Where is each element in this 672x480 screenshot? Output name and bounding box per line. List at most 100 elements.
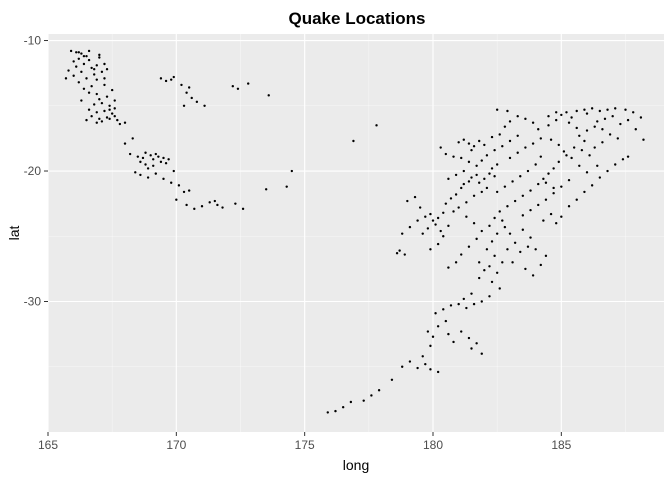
quake-point (529, 189, 532, 192)
quake-point (185, 203, 188, 207)
quake-point (572, 146, 576, 149)
quake-point (498, 287, 501, 290)
quake-point (213, 199, 217, 203)
quake-point (493, 254, 496, 258)
quake-point (418, 206, 422, 209)
quake-point (452, 340, 455, 344)
quake-point (395, 252, 399, 255)
quake-point (431, 335, 435, 338)
quake-point (180, 83, 183, 87)
quake-point (375, 124, 378, 127)
quake-point (457, 206, 460, 209)
quake-point (80, 52, 83, 55)
quake-point (621, 158, 625, 161)
quake-point (108, 108, 111, 111)
quake-point (526, 169, 530, 173)
quake-point (95, 111, 98, 114)
quake-point (403, 253, 406, 256)
quake-point (370, 394, 373, 397)
quake-point (593, 146, 596, 149)
y-axis-title: lat (6, 226, 22, 241)
quake-point (498, 133, 501, 136)
quake-point (534, 248, 537, 251)
quake-point (436, 325, 440, 328)
quake-point (439, 229, 442, 233)
quake-point (508, 156, 512, 160)
plot-panel (48, 34, 664, 432)
quake-point (524, 117, 527, 121)
x-axis-title: long (343, 457, 369, 473)
quake-point (570, 156, 573, 160)
quake-point (470, 176, 473, 179)
quake-point (154, 172, 157, 175)
quake-point (67, 69, 70, 72)
quake-point (460, 253, 463, 256)
quake-point (601, 141, 604, 144)
quake-point (177, 184, 181, 187)
quake-point (452, 210, 455, 213)
quake-point (508, 139, 512, 143)
minor-gridlines (48, 34, 664, 432)
quake-point (493, 148, 496, 152)
quake-point (80, 70, 83, 74)
quake-point (583, 190, 586, 194)
quake-point (190, 96, 193, 100)
quake-point (85, 118, 88, 122)
quake-point (185, 91, 188, 94)
quake-point (585, 129, 589, 132)
quake-point (128, 152, 132, 156)
quake-point (495, 271, 499, 274)
quake-point (442, 308, 445, 311)
quake-point (639, 116, 643, 119)
quake-point (547, 115, 550, 118)
quake-point (431, 219, 435, 222)
quake-point (110, 112, 114, 115)
quake-point (626, 118, 630, 122)
quake-point (69, 49, 73, 53)
quake-point (467, 245, 471, 248)
quake-point (134, 171, 137, 174)
quake-point (495, 163, 499, 166)
quake-point (619, 122, 622, 126)
quake-point (159, 160, 163, 164)
quake-point (590, 184, 594, 187)
quake-point (467, 180, 471, 183)
quake-point (72, 60, 75, 63)
x-tick-label: 165 (38, 438, 58, 452)
quake-point (478, 139, 481, 143)
quake-point (465, 201, 468, 204)
quake-point (524, 146, 527, 149)
quake-point (113, 107, 116, 110)
quake-point (552, 167, 555, 170)
quake-point (552, 192, 555, 195)
quake-point (495, 232, 499, 235)
quake-point (424, 215, 427, 218)
quake-point (216, 203, 219, 207)
quake-point (506, 109, 509, 113)
quake-point (531, 274, 535, 277)
quake-point (557, 143, 560, 147)
quake-point (162, 177, 165, 181)
quake-point (449, 304, 453, 307)
quake-point (172, 169, 175, 173)
quake-point (429, 368, 432, 371)
x-tick-label: 170 (166, 438, 186, 452)
quake-point (144, 151, 147, 154)
quake-point (624, 108, 627, 111)
data-points (64, 49, 645, 414)
quake-point (608, 133, 612, 136)
quake-point (601, 128, 604, 131)
quake-point (139, 173, 142, 177)
quake-point (87, 91, 91, 94)
quake-point (401, 365, 404, 368)
quake-point (555, 111, 558, 114)
quake-point (565, 111, 568, 114)
quake-point (585, 171, 589, 174)
quake-point (596, 164, 599, 167)
quake-point (503, 125, 507, 128)
quake-point (555, 222, 558, 225)
quake-point (472, 222, 476, 225)
quake-point (170, 181, 173, 184)
quake-point (485, 186, 489, 190)
